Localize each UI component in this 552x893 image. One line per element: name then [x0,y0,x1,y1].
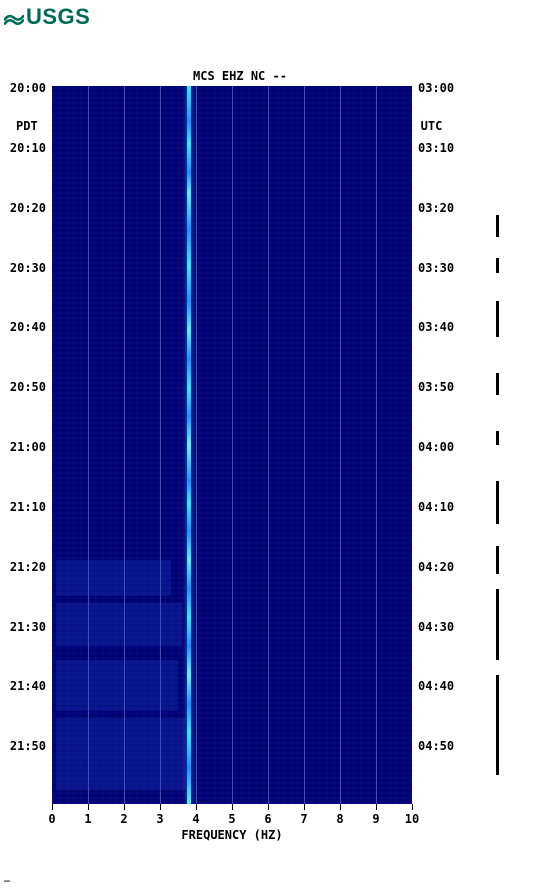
spectrogram-chart: 20:0020:1020:2020:3020:4020:5021:0021:10… [0,86,552,866]
x-tick-label: 1 [84,812,91,826]
y-right-tick: 03:00 [418,81,454,95]
y-left-tick: 21:30 [10,620,46,634]
intensity-patch [56,660,178,710]
y-right-tick: 04:00 [418,440,454,454]
gridline [268,86,269,804]
y-right-tick: 03:20 [418,201,454,215]
y-left-tick: 21:10 [10,500,46,514]
y-left-tick: 20:40 [10,320,46,334]
x-tick [232,804,233,810]
x-tick [376,804,377,810]
x-tick-label: 0 [48,812,55,826]
x-tick-label: 8 [336,812,343,826]
intensity-patch [56,603,182,646]
x-tick [88,804,89,810]
intensity-patch [56,560,171,596]
x-tick-label: 9 [372,812,379,826]
corner-mark: ‾ [4,880,10,891]
strip-segment [496,431,499,445]
strip-segment [496,373,499,395]
spectral-peak [187,86,191,804]
y-left-tick: 20:30 [10,261,46,275]
y-right-tick: 04:10 [418,500,454,514]
x-tick [268,804,269,810]
gridline [196,86,197,804]
amplitude-strip [496,86,504,804]
y-right-tick: 04:50 [418,739,454,753]
y-right-tick: 03:40 [418,320,454,334]
strip-segment [496,215,499,237]
strip-segment [496,589,499,661]
strip-segment [496,546,499,575]
strip-segment [496,301,499,337]
station-id: MCS EHZ NC -- [0,68,480,85]
gridline [340,86,341,804]
x-tick [340,804,341,810]
spectrogram-plot [52,86,412,804]
y-left-tick: 21:20 [10,560,46,574]
x-tick-label: 10 [405,812,419,826]
x-tick-label: 6 [264,812,271,826]
x-tick-label: 5 [228,812,235,826]
x-tick [52,804,53,810]
usgs-logo-text: USGS [26,4,90,30]
y-right-tick: 04:20 [418,560,454,574]
y-axis-left: 20:0020:1020:2020:3020:4020:5021:0021:10… [0,86,50,804]
intensity-patch [56,718,186,790]
y-axis-right: 03:0003:1003:2003:3003:4003:5004:0004:10… [416,86,476,804]
y-right-tick: 04:40 [418,679,454,693]
usgs-wave-icon [4,8,24,26]
gridline [376,86,377,804]
strip-segment [496,258,499,272]
y-right-tick: 03:50 [418,380,454,394]
gridline [232,86,233,804]
strip-segment [496,675,499,776]
x-axis-title: FREQUENCY (HZ) [52,828,412,842]
y-left-tick: 21:00 [10,440,46,454]
y-left-tick: 21:40 [10,679,46,693]
usgs-logo: USGS [4,4,90,30]
y-left-tick: 20:20 [10,201,46,215]
gridline [304,86,305,804]
x-tick [196,804,197,810]
y-right-tick: 03:10 [418,141,454,155]
x-tick-label: 3 [156,812,163,826]
x-tick-label: 4 [192,812,199,826]
y-left-tick: 20:00 [10,81,46,95]
x-axis: FREQUENCY (HZ) 012345678910 [52,804,412,844]
strip-segment [496,481,499,524]
x-tick [160,804,161,810]
x-tick-label: 7 [300,812,307,826]
x-tick [412,804,413,810]
x-tick [304,804,305,810]
y-right-tick: 04:30 [418,620,454,634]
y-left-tick: 20:10 [10,141,46,155]
x-tick [124,804,125,810]
y-left-tick: 21:50 [10,739,46,753]
y-right-tick: 03:30 [418,261,454,275]
y-left-tick: 20:50 [10,380,46,394]
x-tick-label: 2 [120,812,127,826]
